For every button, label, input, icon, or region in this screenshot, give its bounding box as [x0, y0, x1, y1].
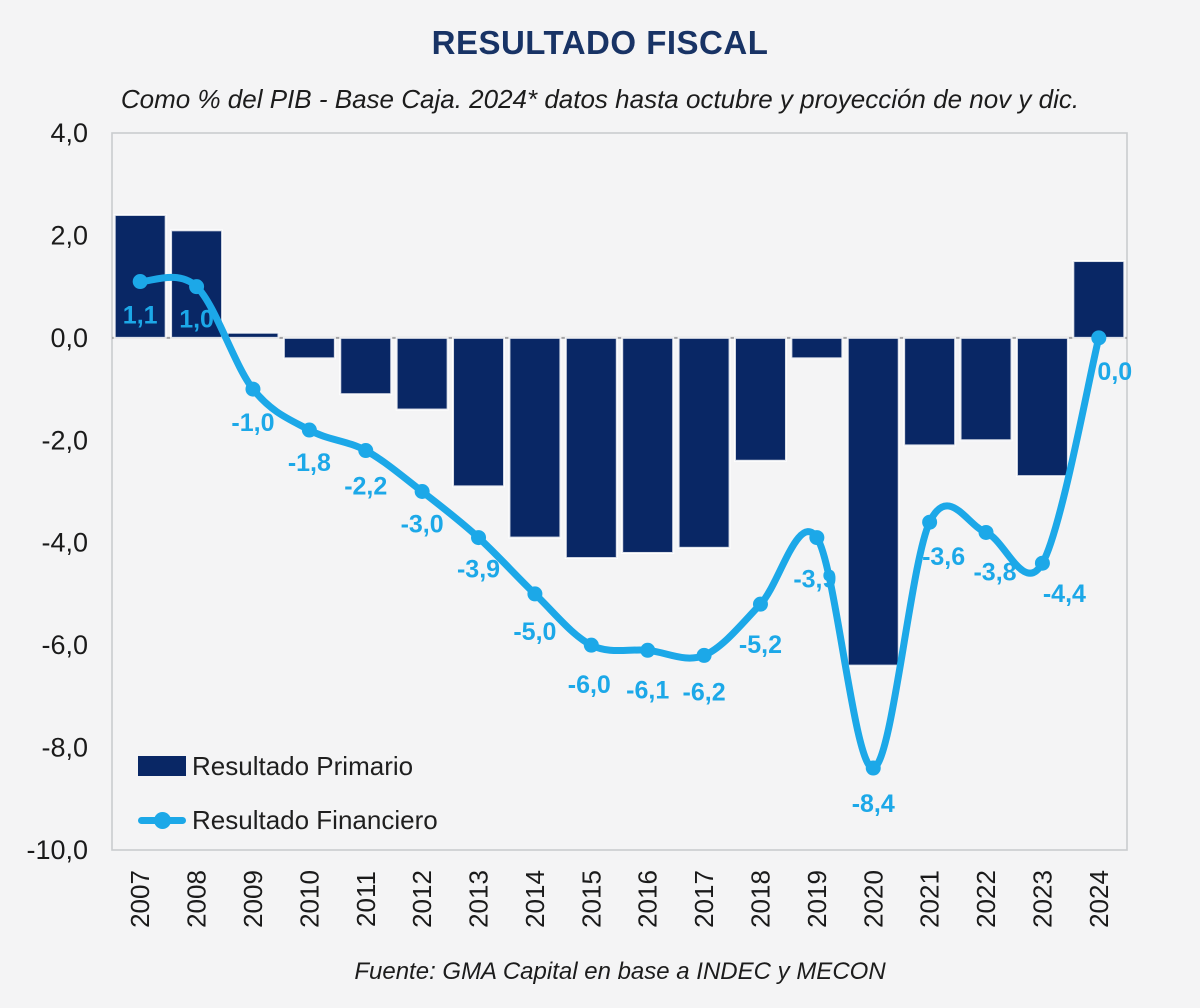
data-label-2016: -6,1: [626, 676, 669, 704]
bar-2020: [846, 336, 900, 667]
data-label-2012: -3,0: [401, 511, 444, 539]
y-axis-label: -2,0: [41, 425, 88, 455]
x-axis-label-2016: 2016: [633, 870, 663, 928]
x-axis-label-2009: 2009: [238, 870, 268, 928]
data-label-2024: 0,0: [1097, 358, 1132, 386]
line-marker-2011: [358, 443, 374, 459]
line-marker-2014: [527, 586, 543, 602]
data-label-2013: -3,9: [457, 556, 500, 584]
x-axis-label-2008: 2008: [182, 870, 212, 928]
data-label-2021: -3,6: [922, 543, 965, 571]
y-axis-label: 0,0: [50, 323, 88, 353]
data-label-2011: -2,2: [344, 473, 387, 501]
x-axis-label-2015: 2015: [576, 870, 606, 928]
bar-2019: [790, 336, 844, 360]
data-label-2015: -6,0: [568, 671, 611, 699]
bar-2017: [677, 336, 731, 549]
legend-item-resultado-financiero: Resultado Financiero: [138, 798, 438, 842]
chart-legend: Resultado Primario Resultado Financiero: [138, 744, 438, 852]
chart-subtitle: Como % del PIB - Base Caja. 2024* datos …: [120, 84, 1080, 114]
bar-2014: [508, 336, 562, 539]
data-label-2010: -1,8: [288, 449, 331, 477]
bar-2015: [564, 336, 618, 560]
legend-label-primario: Resultado Primario: [192, 750, 414, 781]
data-label-2023: -4,4: [1043, 580, 1086, 608]
line-marker-2015: [583, 637, 599, 653]
bar-2010: [282, 336, 336, 360]
line-marker-2021: [922, 514, 938, 530]
data-label-2017: -6,2: [683, 678, 726, 706]
data-label-2018: -5,2: [739, 631, 782, 659]
data-label-2020: -8,4: [852, 790, 895, 818]
x-axis-label-2023: 2023: [1027, 870, 1057, 928]
y-axis-label: 2,0: [50, 220, 88, 250]
data-label-2008: 1,0: [179, 306, 214, 334]
y-axis-label: -6,0: [41, 630, 88, 660]
x-axis-label-2021: 2021: [915, 870, 945, 928]
data-label-2014: -5,0: [513, 618, 556, 646]
data-label-2009: -1,0: [231, 409, 274, 437]
data-label-2007: 1,1: [123, 302, 158, 330]
y-axis-label: -10,0: [26, 835, 88, 865]
line-marker-2012: [414, 484, 430, 499]
line-marker-2017: [696, 647, 712, 663]
x-axis-label-2010: 2010: [294, 870, 324, 928]
line-marker-2019: [809, 530, 825, 546]
x-axis-label-2018: 2018: [746, 870, 776, 928]
y-axis-label: 4,0: [50, 118, 88, 148]
line-marker-2022: [978, 524, 994, 540]
x-axis-label-2017: 2017: [689, 870, 719, 928]
line-marker-2023: [1034, 555, 1050, 571]
line-marker-2013: [471, 530, 487, 546]
bar-2021: [903, 336, 957, 447]
line-marker-2024: [1091, 330, 1107, 346]
x-axis-label-2014: 2014: [520, 870, 550, 928]
bar-series-swatch: [138, 756, 186, 776]
x-axis-label-2024: 2024: [1084, 870, 1114, 928]
legend-label-financiero: Resultado Financiero: [192, 804, 438, 835]
line-marker-2020: [865, 760, 881, 776]
line-marker-2007: [132, 274, 148, 290]
x-axis-label-2020: 2020: [858, 870, 888, 928]
plot-border: [111, 132, 1128, 851]
x-axis-label-2007: 2007: [125, 870, 155, 928]
data-label-2019: -3,9: [793, 566, 836, 594]
bar-2018: [733, 336, 787, 462]
line-marker-2010: [301, 422, 317, 438]
legend-item-resultado-primario: Resultado Primario: [138, 744, 438, 788]
bar-2009: [226, 331, 280, 339]
data-label-2022: -3,8: [973, 558, 1016, 586]
line-marker-2009: [245, 381, 261, 397]
bar-2012: [395, 336, 449, 411]
chart-title: RESULTADO FISCAL: [431, 24, 769, 61]
line-marker-2018: [752, 596, 768, 612]
x-axis-label-2012: 2012: [407, 870, 437, 928]
bar-2022: [959, 336, 1013, 442]
line-marker-2016: [640, 642, 656, 658]
line-series-swatch: [138, 810, 186, 830]
y-axis-label: -8,0: [41, 733, 88, 763]
x-axis-label-2019: 2019: [802, 870, 832, 928]
bar-2016: [621, 336, 675, 554]
y-axis-label: -4,0: [41, 528, 88, 558]
bar-2011: [339, 336, 393, 396]
bar-2024: [1072, 260, 1126, 339]
line-marker-2008: [189, 279, 205, 295]
x-axis-label-2022: 2022: [971, 870, 1001, 928]
bar-2023: [1015, 336, 1069, 478]
x-axis-label-2011: 2011: [351, 871, 381, 927]
x-axis-label-2013: 2013: [464, 870, 494, 928]
source-note: Fuente: GMA Capital en base a INDEC y ME…: [354, 958, 886, 985]
bar-2013: [452, 336, 506, 488]
